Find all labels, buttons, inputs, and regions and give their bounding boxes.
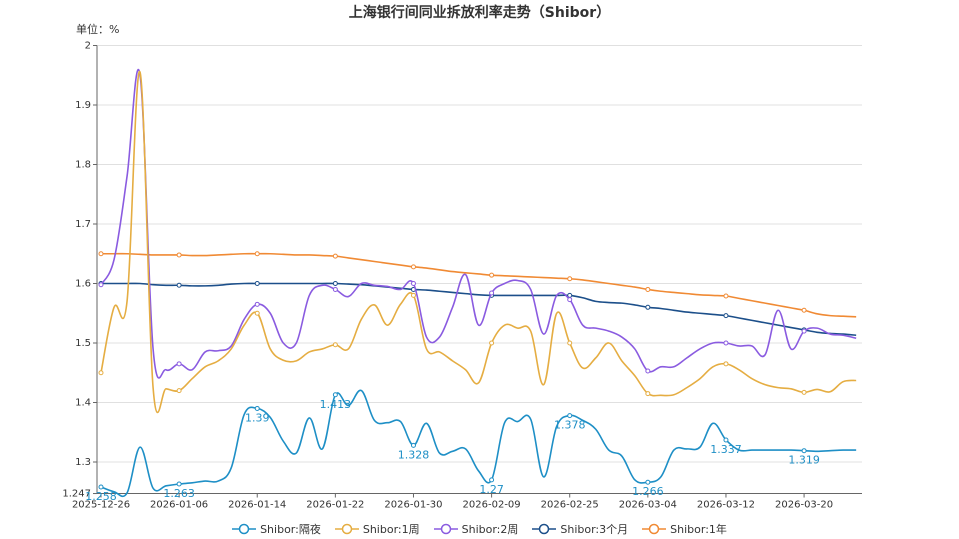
data-point: [254, 251, 260, 257]
data-label: 1.263: [163, 487, 195, 500]
data-point: [645, 368, 651, 374]
data-point: [332, 253, 338, 259]
data-point: [176, 388, 182, 394]
x-tick-label: 2026-02-25: [541, 500, 599, 511]
legend-label: Shibor:2周: [461, 523, 519, 536]
data-label: 1.266: [632, 485, 664, 498]
data-point: [645, 304, 651, 310]
chart-title: 上海银行间同业拆放利率走势（Shibor）: [348, 5, 611, 21]
data-point: [723, 437, 729, 443]
y-tick-label: 1.8: [75, 160, 91, 171]
data-point: [332, 286, 338, 292]
y-tick-label: 1.4: [75, 398, 91, 409]
data-point: [723, 313, 729, 319]
x-tick-label: 2026-02-09: [463, 500, 521, 511]
legend: Shibor:隔夜 Shibor:1周 Shibor:2周 Shibor:3个月 Shi…: [0, 521, 959, 537]
data-point: [723, 340, 729, 346]
legend-item[interactable]: Shibor:隔夜: [232, 521, 321, 537]
x-tick-label: 2026-03-20: [775, 500, 833, 511]
data-label: 1.378: [554, 419, 586, 432]
data-point: [176, 361, 182, 367]
unit-label: 单位：%: [76, 23, 120, 36]
x-tick-label: 2026-03-04: [619, 500, 677, 511]
x-tick-label: 2025-12-26: [72, 500, 130, 511]
data-point: [332, 392, 338, 398]
data-point: [98, 251, 104, 257]
data-point: [176, 481, 182, 487]
legend-label: Shibor:3个月: [560, 523, 629, 536]
series-line: [100, 252, 857, 318]
data-label: 1.258: [85, 490, 117, 503]
legend-item[interactable]: Shibor:2周: [433, 521, 519, 537]
x-tick-label: 2026-03-12: [697, 500, 755, 511]
x-tick-label: 2026-01-14: [228, 500, 286, 511]
data-point: [254, 301, 260, 307]
y-tick-label: 1.5: [75, 338, 91, 349]
data-point: [723, 361, 729, 367]
data-label: 1.319: [788, 454, 820, 467]
data-label: 1.39: [245, 411, 270, 424]
data-point: [645, 479, 651, 485]
data-label: 1.27: [479, 483, 504, 496]
data-point: [176, 282, 182, 288]
data-point: [332, 281, 338, 286]
data-point: [254, 405, 260, 411]
legend-item[interactable]: Shibor:1年: [642, 521, 727, 537]
data-point: [254, 310, 260, 316]
data-point: [98, 370, 104, 376]
data-point: [489, 290, 495, 296]
data-point: [801, 307, 807, 313]
data-point: [254, 281, 260, 286]
legend-item[interactable]: Shibor:3个月: [532, 521, 628, 537]
data-point: [489, 477, 495, 483]
data-point: [410, 264, 416, 270]
data-label: 1.328: [398, 448, 430, 461]
y-tick-label: 1.7: [75, 219, 91, 230]
series-line: [100, 70, 857, 414]
data-label: 1.413: [320, 398, 352, 411]
y-tick-label: 1.9: [75, 100, 91, 111]
data-point: [98, 484, 104, 490]
x-tick-label: 2026-01-22: [306, 500, 364, 511]
y-tick-label: 1.247: [62, 489, 91, 500]
legend-line-circle-icon: [232, 523, 257, 535]
data-point: [410, 292, 416, 298]
data-point: [410, 442, 416, 448]
legend-line-circle-icon: [334, 523, 359, 535]
legend-line-circle-icon: [433, 523, 458, 535]
y-tick-label: 2: [85, 41, 91, 52]
y-tick-label: 1.6: [75, 279, 91, 290]
data-point: [489, 272, 495, 278]
legend-label: Shibor:1周: [362, 523, 420, 536]
data-point: [723, 293, 729, 299]
data-point: [645, 286, 651, 292]
data-point: [567, 297, 573, 303]
data-point: [98, 282, 104, 288]
legend-label: Shibor:隔夜: [260, 523, 321, 536]
data-point: [489, 340, 495, 346]
legend-label: Shibor:1年: [670, 523, 727, 536]
data-point: [567, 413, 573, 419]
y-tick-label: 1.3: [75, 457, 91, 468]
x-tick-label: 2026-01-30: [384, 500, 442, 511]
data-point: [410, 281, 416, 286]
data-point: [176, 252, 182, 258]
data-point: [645, 391, 651, 397]
legend-line-circle-icon: [642, 523, 667, 535]
data-point: [801, 389, 807, 395]
data-point: [801, 448, 807, 454]
data-point: [567, 340, 573, 346]
legend-line-circle-icon: [532, 523, 557, 535]
data-label: 1.337: [710, 443, 742, 456]
data-point: [567, 276, 573, 282]
series-line: [101, 282, 857, 337]
data-point: [332, 342, 338, 348]
series-line: [100, 389, 857, 498]
data-point: [801, 328, 807, 334]
legend-item[interactable]: Shibor:1周: [334, 521, 420, 537]
x-tick-label: 2026-01-06: [150, 500, 208, 511]
